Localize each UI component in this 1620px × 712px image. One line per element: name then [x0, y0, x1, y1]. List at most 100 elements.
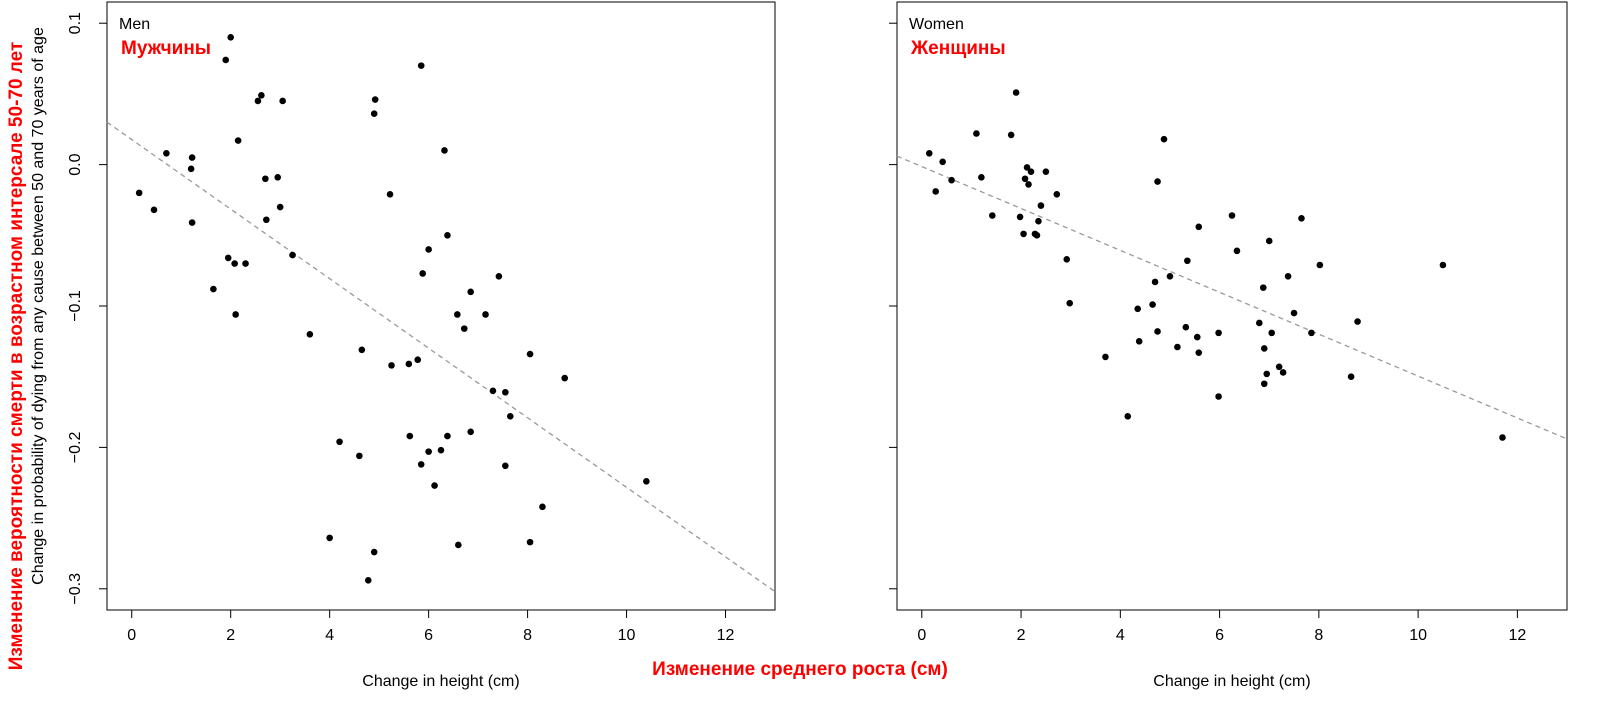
women-data-point [1195, 223, 1203, 231]
men-data-point [279, 97, 286, 105]
men-data-point [561, 374, 569, 382]
women-data-point [939, 158, 946, 166]
men-data-point [643, 478, 650, 485]
men-data-point [224, 254, 232, 262]
men-data-point [460, 325, 468, 332]
men-data-point [234, 137, 242, 144]
men-data-point [227, 34, 235, 41]
men-y-tick-label: 0.1 [67, 12, 84, 34]
men-data-point [467, 288, 474, 296]
men-data-point [454, 311, 461, 318]
women-data-point [1279, 369, 1287, 376]
men-data-point [526, 538, 534, 546]
women-data-point [1268, 329, 1276, 337]
women-data-point [1012, 89, 1020, 96]
women-data-point [1182, 323, 1190, 331]
men-data-point [210, 285, 217, 293]
men-y-tick-label: −0.1 [67, 290, 84, 322]
women-data-point [988, 212, 996, 219]
women-x-tick-label: 4 [1116, 627, 1125, 644]
women-panel-title-ru: Женщины [910, 38, 1006, 59]
women-data-point [1042, 168, 1050, 175]
women-data-point [1354, 318, 1361, 325]
men-data-point [326, 534, 333, 542]
men-data-point [263, 216, 270, 224]
women-data-point [1215, 329, 1222, 337]
men-data-point [444, 432, 451, 440]
men-data-point [163, 149, 170, 157]
men-data-point [431, 482, 438, 489]
women-trend-line [896, 155, 1568, 440]
men-data-point [254, 97, 262, 105]
women-data-point [1134, 305, 1142, 313]
men-data-point [417, 461, 425, 468]
men-data-point [289, 251, 296, 259]
women-data-point [1193, 333, 1201, 341]
women-x-tick-label: 12 [1508, 627, 1526, 644]
women-data-point [1066, 299, 1074, 307]
men-x-tick-label: 6 [424, 627, 433, 644]
women-data-point [1020, 230, 1027, 238]
men-x-tick-label: 0 [127, 627, 136, 644]
men-data-point [506, 412, 514, 420]
women-x-axis-title: Change in height (cm) [1153, 673, 1310, 690]
men-data-point [222, 56, 230, 64]
women-data-point [1499, 434, 1506, 441]
men-panel-title-ru: Мужчины [121, 38, 211, 59]
women-data-point [1154, 328, 1161, 335]
women-data-point [1151, 278, 1159, 286]
women-data-point [932, 188, 940, 195]
women-data-point [1347, 373, 1355, 380]
women-data-point [973, 130, 980, 137]
men-data-point [242, 260, 249, 267]
women-data-point [1027, 168, 1035, 175]
men-plot-frame [106, 1, 776, 611]
women-data-point [925, 149, 933, 157]
men-data-point [274, 174, 282, 181]
men-x-tick-label: 8 [523, 627, 532, 644]
women-data-point [1316, 261, 1324, 269]
women-data-point [1021, 175, 1029, 183]
men-data-point [437, 446, 445, 454]
women-data-point [1016, 213, 1024, 221]
women-data-point [1265, 237, 1273, 245]
men-data-point [417, 62, 425, 69]
men-data-point [386, 190, 394, 198]
women-data-point [1298, 215, 1305, 222]
women-data-point [1135, 338, 1143, 345]
women-data-point [1166, 273, 1174, 280]
men-data-point [276, 203, 284, 211]
men-x-axis-title: Change in height (cm) [362, 673, 519, 690]
women-panel: 0 2 4 6 8 10 12 Change in height (cm) Women Женщи… [889, 1, 1568, 690]
women-data-point [1124, 412, 1132, 420]
women-data-point [1063, 256, 1071, 263]
women-data-point [1275, 363, 1283, 371]
women-data-point [1035, 217, 1042, 225]
men-data-point [262, 175, 269, 183]
men-data-point [306, 330, 314, 338]
men-trend-line [106, 121, 776, 593]
men-data-point [419, 270, 426, 277]
women-data-point [1439, 261, 1447, 269]
men-data-point [150, 206, 158, 214]
x-axis-label-ru: Изменение среднего роста (см) [652, 659, 948, 680]
men-data-point [370, 110, 378, 118]
women-data-point [978, 174, 985, 181]
women-x-tick-label: 0 [917, 627, 926, 644]
men-data-point [258, 92, 265, 99]
men-y-tick-label: −0.2 [67, 432, 84, 464]
women-data-point [1290, 309, 1298, 317]
women-data-point [1255, 319, 1263, 327]
women-data-point [1284, 273, 1292, 280]
women-panel-title: Women [909, 16, 964, 33]
men-data-point [364, 577, 372, 584]
women-x-tick-label: 8 [1314, 627, 1323, 644]
men-panel-title: Men [119, 16, 150, 33]
men-data-point [425, 246, 432, 253]
men-data-point [232, 311, 239, 318]
women-data-point [1260, 345, 1268, 352]
y-axis-label-ru: Изменение вероятности смерти в возрастно… [6, 42, 27, 671]
men-data-point [444, 232, 451, 239]
men-x-tick-label: 2 [226, 627, 235, 644]
women-data-point [1308, 329, 1315, 337]
